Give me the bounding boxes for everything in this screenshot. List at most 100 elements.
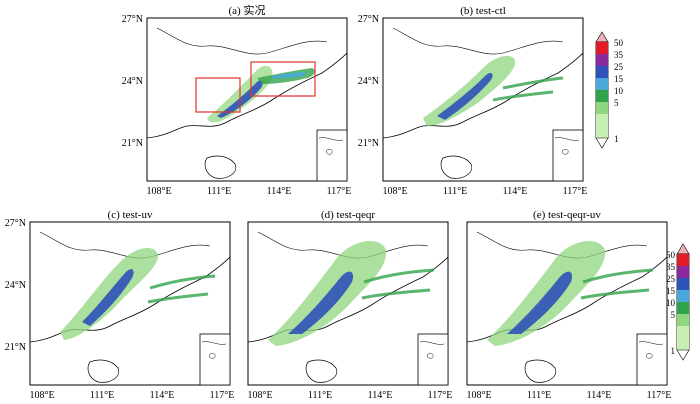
x-tick: 111°E (527, 390, 551, 401)
colorbar-top-label: 1 (614, 134, 619, 144)
inset-coast (638, 341, 664, 345)
south-sea-inset (552, 129, 583, 181)
inset-island (427, 353, 434, 359)
x-tick: 108°E (382, 186, 407, 197)
x-tick: 108°E (29, 390, 54, 401)
x-tick: 114°E (267, 186, 292, 197)
y-tick: 27°N (122, 14, 143, 25)
inset-coast (318, 137, 344, 141)
y-tick: 24°N (122, 76, 143, 87)
ticks-a: 27°N 24°N 21°N 108°E 111°E 114°E 117°E (122, 14, 352, 197)
panel-a: (a) 实况 (146, 3, 348, 182)
colorbar-bottom-label: 15 (666, 286, 676, 296)
colorbar-top-label: 35 (614, 50, 624, 60)
hainan-island (204, 155, 237, 179)
y-tick: 21°N (122, 138, 143, 149)
panel-a-title: (a) 实况 (229, 3, 266, 17)
colorbar-top-label: 50 (614, 38, 624, 48)
x-tick: 111°E (443, 186, 467, 197)
panel-d-title: (d) test-qeqr (321, 209, 375, 221)
inset-island (209, 353, 216, 359)
province-boundary (392, 27, 564, 55)
panel-e: (e) test-qeqr-uv (466, 209, 668, 386)
x-tick: 114°E (587, 390, 612, 401)
colorbar-bottom-label: 50 (666, 250, 676, 260)
colorbar-bottom: 50 35 25 15 10 5 1 (666, 243, 690, 361)
colorbar-top-label: 5 (614, 98, 619, 108)
rain-streaks (492, 76, 564, 102)
south-sea-inset (417, 333, 448, 385)
colorbar-bottom-label: 35 (666, 262, 676, 272)
panel-c-frame (29, 221, 231, 386)
x-tick: 117°E (210, 390, 235, 401)
hainan-island (524, 359, 557, 383)
colorbar-bottom-arrow (676, 243, 690, 255)
rain-core (507, 271, 573, 334)
panel-e-title: (e) test-qeqr-uv (533, 209, 601, 221)
colorbar-bottom-label: 5 (671, 310, 676, 320)
colorbar-top-label: 25 (614, 62, 624, 72)
hainan-island (440, 155, 473, 179)
rain-area (268, 240, 387, 346)
y-tick: 27°N (358, 14, 379, 25)
rain-core (288, 271, 354, 334)
south-sea-inset (199, 333, 230, 385)
x-tick: 111°E (90, 390, 114, 401)
y-tick: 27°N (5, 218, 26, 229)
colorbar-bottom-label: 10 (666, 298, 676, 308)
province-boundary (257, 231, 429, 259)
x-tick: 111°E (308, 390, 332, 401)
ticks-c: 27°N 24°N 21°N 108°E 111°E 114°E 117°E (5, 218, 235, 401)
y-tick: 21°N (5, 342, 26, 353)
hainan-island (87, 359, 120, 383)
ticks-e: 108°E 111°E 114°E 117°E (466, 390, 671, 401)
x-tick: 114°E (503, 186, 528, 197)
rain-core-east (272, 72, 306, 79)
rain-core (82, 269, 134, 326)
y-tick: 24°N (358, 76, 379, 87)
colorbar-top-label: 15 (614, 74, 624, 84)
colorbar-top: 50 35 25 15 10 5 1 (595, 31, 624, 149)
x-tick: 117°E (428, 390, 453, 401)
colorbar-top-bottom-arrow (595, 137, 609, 149)
rain-streaks (361, 268, 435, 300)
rain-core (437, 73, 493, 120)
province-boundary (39, 231, 211, 259)
inset-island (562, 149, 569, 155)
colorbar-bottom-bottom-arrow (676, 349, 690, 361)
panel-b-title: (b) test-ctl (460, 5, 506, 17)
coastline (147, 52, 347, 139)
x-tick: 108°E (247, 390, 272, 401)
x-tick: 111°E (207, 186, 231, 197)
colorbar-top-arrow (595, 31, 609, 43)
rain-streaks (147, 274, 216, 304)
province-boundary (156, 27, 328, 55)
panel-c: (c) test-uv (29, 209, 231, 386)
highlight-box-east (250, 61, 316, 97)
colorbar-top-cells (596, 42, 608, 138)
colorbar-bottom-cells (677, 254, 689, 350)
x-tick: 117°E (563, 186, 588, 197)
panel-d: (d) test-qeqr (247, 209, 449, 386)
inset-coast (554, 137, 580, 141)
y-tick: 21°N (358, 138, 379, 149)
colorbar-bottom-label: 25 (666, 274, 676, 284)
x-tick: 114°E (150, 390, 175, 401)
inset-island (646, 353, 653, 359)
ticks-b: 27°N 24°N 21°N 108°E 111°E 114°E 117°E (358, 14, 588, 197)
x-tick: 117°E (327, 186, 352, 197)
highlight-box-west (195, 77, 241, 113)
ticks-d: 108°E 111°E 114°E 117°E (247, 390, 452, 401)
y-tick: 24°N (5, 280, 26, 291)
panel-c-title: (c) test-uv (108, 209, 153, 221)
x-tick: 108°E (466, 390, 491, 401)
colorbar-top-label: 10 (614, 86, 624, 96)
province-boundary (476, 231, 648, 259)
hainan-island (305, 359, 338, 383)
panel-b: (b) test-ctl (382, 5, 584, 182)
coastline (383, 52, 583, 139)
inset-island (326, 149, 333, 155)
x-tick: 117°E (647, 390, 672, 401)
x-tick: 108°E (146, 186, 171, 197)
